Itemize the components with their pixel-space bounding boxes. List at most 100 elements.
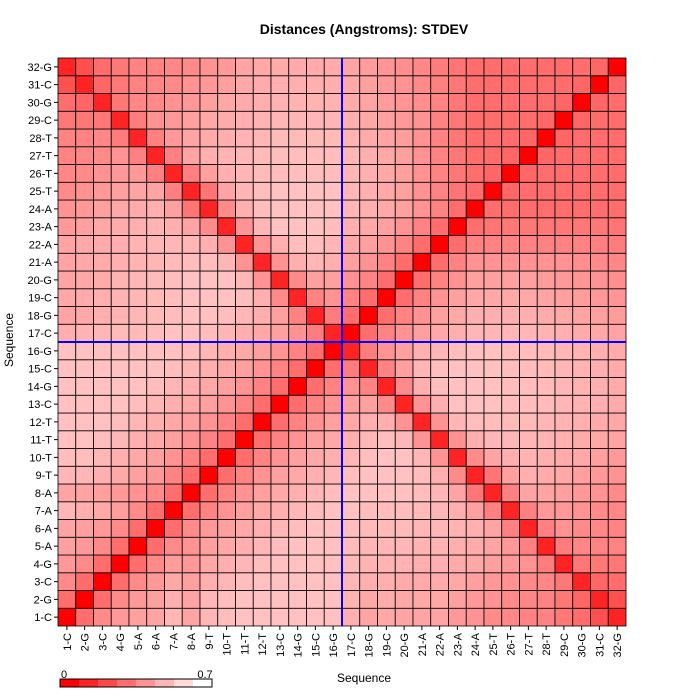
heatmap-cell	[146, 252, 165, 272]
heatmap-cell	[110, 110, 130, 130]
heatmap-cell	[93, 288, 112, 307]
heatmap-cell	[75, 465, 94, 485]
heatmap-cell	[483, 217, 503, 236]
heatmap-cell	[412, 306, 432, 325]
heatmap-cell	[323, 181, 343, 201]
heatmap-cell	[501, 394, 520, 414]
heatmap-cell	[341, 57, 361, 77]
heatmap-cell	[270, 110, 290, 130]
heatmap-cell	[93, 75, 112, 94]
heatmap-cell	[607, 93, 627, 112]
heatmap-cell	[501, 501, 520, 520]
heatmap-cell	[501, 412, 520, 432]
heatmap-cell	[75, 430, 94, 449]
heatmap-cell	[217, 128, 236, 148]
heatmap-cell	[412, 430, 432, 449]
y-tick-label: 1-C	[34, 612, 52, 624]
heatmap-cell	[572, 536, 591, 556]
heatmap-cell	[306, 430, 325, 449]
y-tick-label: 29-C	[28, 115, 52, 127]
heatmap-cell	[270, 270, 290, 290]
heatmap-cell	[536, 590, 556, 609]
y-tick-label: 13-C	[28, 399, 52, 411]
heatmap-cell	[448, 572, 467, 591]
heatmap-cell	[448, 93, 467, 112]
heatmap-cell	[465, 554, 485, 574]
legend-swatch	[79, 679, 99, 687]
heatmap-cell	[270, 306, 290, 325]
heatmap-cell	[235, 323, 254, 343]
heatmap-cell	[519, 607, 538, 627]
heatmap-cell	[217, 607, 236, 627]
heatmap-cell	[217, 217, 236, 236]
heatmap-cell	[75, 607, 94, 627]
heatmap-cell	[359, 75, 378, 94]
heatmap-cell	[235, 412, 254, 432]
heatmap-cell	[377, 519, 396, 538]
heatmap-cell	[465, 483, 485, 503]
heatmap-cell	[57, 110, 77, 130]
heatmap-cell	[607, 607, 627, 627]
heatmap-cell	[181, 607, 201, 627]
heatmap-cell	[110, 465, 130, 485]
heatmap-cell	[181, 590, 201, 609]
heatmap-cell	[128, 519, 148, 538]
heatmap-cell	[412, 394, 432, 414]
heatmap-cell	[572, 483, 591, 503]
heatmap-cell	[306, 181, 325, 201]
heatmap-cell	[483, 448, 503, 467]
heatmap-cell	[394, 235, 414, 254]
heatmap-cell	[217, 270, 236, 290]
heatmap-cell	[607, 199, 627, 219]
heatmap-cell	[252, 217, 272, 236]
heatmap-cell	[377, 394, 396, 414]
heatmap-cell	[252, 75, 272, 94]
heatmap-cell	[483, 146, 503, 165]
heatmap-cell	[412, 377, 432, 396]
heatmap-cell	[359, 377, 378, 396]
heatmap-cell	[501, 448, 520, 467]
heatmap-cell	[483, 110, 503, 130]
heatmap-cell	[252, 430, 272, 449]
heatmap-cell	[501, 57, 520, 77]
heatmap-cell	[235, 288, 254, 307]
heatmap-cell	[501, 607, 520, 627]
x-axis-label: Sequence	[337, 671, 391, 685]
heatmap-cell	[288, 110, 307, 130]
heatmap-cell	[199, 235, 219, 254]
heatmap-cell	[572, 607, 591, 627]
heatmap-cell	[57, 519, 77, 538]
heatmap-cell	[146, 536, 165, 556]
heatmap-cell	[465, 536, 485, 556]
heatmap-cell	[607, 412, 627, 432]
heatmap-cell	[572, 270, 591, 290]
heatmap-cell	[394, 217, 414, 236]
heatmap-cell	[501, 590, 520, 609]
heatmap-cell	[252, 412, 272, 432]
heatmap-cell	[57, 359, 77, 378]
heatmap-cell	[572, 217, 591, 236]
heatmap-cell	[146, 448, 165, 467]
heatmap-cell	[554, 252, 574, 272]
heatmap-cell	[519, 430, 538, 449]
heatmap-cell	[146, 75, 165, 94]
heatmap-cell	[412, 359, 432, 378]
heatmap-cell	[288, 164, 307, 183]
x-tick-label: 14-G	[293, 633, 305, 657]
heatmap-cell	[57, 430, 77, 449]
heatmap-cell	[306, 128, 325, 148]
y-tick-labels: 1-C 2-G 3-C 4-G 5-A 6-A 7-A 8-A 9-T 10-T 11-T 12-T 1…	[28, 62, 58, 624]
heatmap-cell	[164, 217, 183, 236]
heatmap-cell	[501, 341, 520, 361]
heatmap-cell	[430, 164, 449, 183]
heatmap-cell	[181, 270, 201, 290]
heatmap-cell	[359, 252, 378, 272]
heatmap-cell	[199, 181, 219, 201]
heatmap-cell	[146, 359, 165, 378]
heatmap-cell	[341, 128, 361, 148]
heatmap-cell	[57, 501, 77, 520]
heatmap-cell	[341, 217, 361, 236]
heatmap-cell	[306, 110, 325, 130]
heatmap-cell	[607, 181, 627, 201]
heatmap-cell	[430, 483, 449, 503]
